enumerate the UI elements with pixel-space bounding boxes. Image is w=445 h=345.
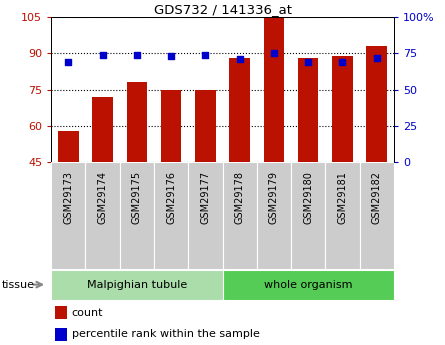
- Bar: [366, 46, 387, 162]
- Point: [373, 55, 380, 61]
- Bar: [263, 17, 284, 162]
- Bar: [195, 90, 216, 162]
- Point: [202, 52, 209, 58]
- Text: GSM29175: GSM29175: [132, 171, 142, 224]
- Text: GSM29177: GSM29177: [200, 171, 210, 224]
- Title: GDS732 / 141336_at: GDS732 / 141336_at: [154, 3, 291, 16]
- Bar: [85, 162, 120, 269]
- Point: [305, 59, 312, 65]
- Bar: [188, 162, 222, 269]
- Bar: [325, 162, 360, 269]
- Bar: [222, 162, 257, 269]
- Point: [339, 59, 346, 65]
- Bar: [58, 131, 79, 162]
- Text: GSM29179: GSM29179: [269, 171, 279, 224]
- Bar: [51, 162, 85, 269]
- Text: GSM29173: GSM29173: [63, 171, 73, 224]
- Bar: [161, 90, 182, 162]
- Text: percentile rank within the sample: percentile rank within the sample: [72, 329, 259, 339]
- Point: [236, 57, 243, 62]
- Point: [168, 53, 175, 59]
- Bar: [229, 58, 250, 162]
- Text: GSM29180: GSM29180: [303, 171, 313, 224]
- Point: [134, 52, 141, 58]
- Bar: [291, 162, 325, 269]
- Point: [65, 59, 72, 65]
- Point: [271, 51, 278, 56]
- Text: GSM29174: GSM29174: [97, 171, 108, 224]
- Text: GSM29178: GSM29178: [235, 171, 245, 224]
- Bar: [257, 162, 291, 269]
- Text: Malpighian tubule: Malpighian tubule: [87, 280, 187, 289]
- Bar: [154, 162, 188, 269]
- Bar: [298, 58, 319, 162]
- Bar: [120, 162, 154, 269]
- Text: tissue: tissue: [2, 280, 35, 289]
- Text: whole organism: whole organism: [264, 280, 352, 289]
- Bar: [55, 306, 67, 319]
- Point: [99, 52, 106, 58]
- Bar: [55, 328, 67, 341]
- Text: GSM29182: GSM29182: [372, 171, 382, 224]
- Bar: [126, 82, 147, 162]
- Bar: [51, 270, 223, 299]
- Bar: [222, 270, 394, 299]
- Text: GSM29176: GSM29176: [166, 171, 176, 224]
- Text: count: count: [72, 308, 103, 318]
- Bar: [332, 56, 353, 162]
- Bar: [92, 97, 113, 162]
- Text: GSM29181: GSM29181: [337, 171, 348, 224]
- Bar: [360, 162, 394, 269]
